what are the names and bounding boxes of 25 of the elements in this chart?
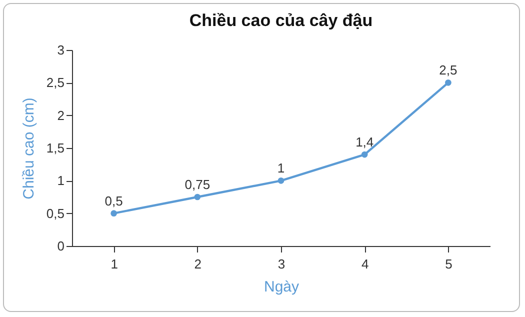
y-tick-label: 0: [57, 238, 64, 254]
y-tick-label: 3: [57, 42, 64, 58]
data-label: 0,75: [184, 177, 210, 192]
x-tick-label: 5: [445, 256, 452, 272]
data-label: 1,4: [356, 134, 374, 150]
y-tick-label: 0,5: [46, 206, 64, 221]
chart-title: Chiều cao của cây đậu: [189, 11, 373, 30]
data-label: 1: [277, 160, 285, 176]
y-tick-label: 2: [57, 108, 64, 123]
point: [278, 178, 284, 184]
x-tick-label: 4: [361, 256, 369, 272]
point: [361, 151, 368, 158]
y-axis-title: Chiều cao (cm): [20, 98, 38, 200]
y-tick-label: 1,5: [46, 140, 64, 156]
x-axis-title: Ngày: [264, 278, 300, 296]
x-tick-label: 1: [110, 256, 118, 272]
data-label: 2,5: [439, 62, 458, 78]
point: [194, 194, 201, 200]
y-tick-label: 2,5: [46, 75, 64, 90]
data-label: 0,5: [104, 193, 123, 208]
y-tick-label: 1: [57, 173, 64, 188]
point: [445, 80, 452, 86]
x-tick-label: 3: [278, 256, 286, 272]
x-tick-label: 2: [194, 256, 202, 272]
point: [110, 210, 117, 216]
